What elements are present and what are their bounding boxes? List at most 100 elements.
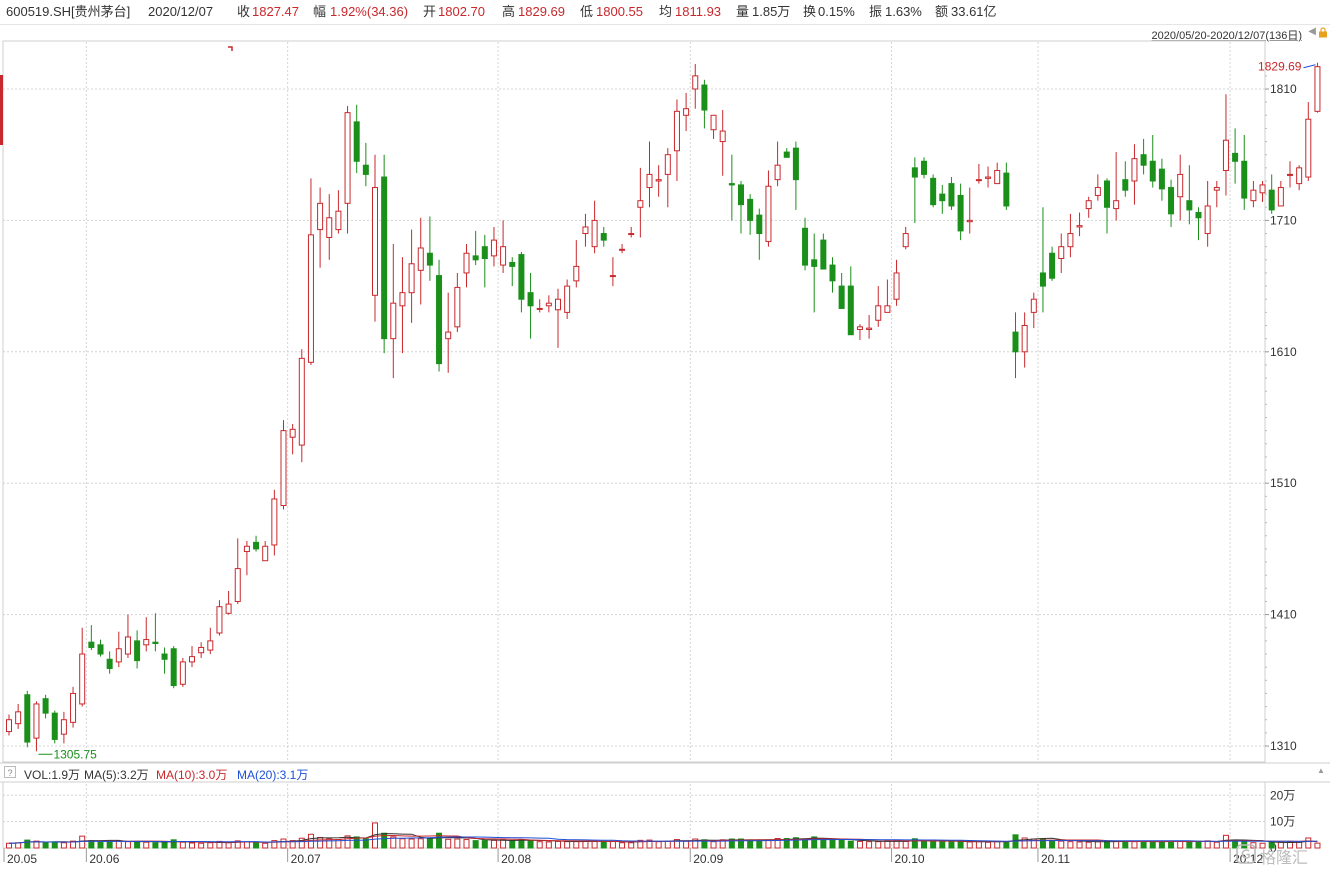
candle-body [838, 285, 845, 309]
volume-bar [60, 842, 67, 849]
stock-code: 600519.SH[贵州茅台] [6, 4, 131, 19]
volume-bar [454, 838, 461, 849]
candle-body [262, 545, 269, 562]
volume-bar [463, 839, 470, 849]
candle [728, 154, 735, 221]
candle [738, 180, 744, 234]
x-tick-label: 20.10 [895, 852, 925, 866]
price-tick-label: 1710 [1270, 213, 1297, 227]
candle [1314, 62, 1321, 113]
candle-body [225, 603, 232, 614]
volume-bar [436, 832, 443, 849]
candle [326, 194, 333, 260]
candle-body [472, 255, 479, 261]
chevron-left-icon[interactable]: ◀ [1308, 26, 1316, 37]
candle [97, 639, 104, 657]
candle-body [417, 247, 424, 271]
x-tick-label: 20.05 [7, 852, 37, 866]
candle-body [646, 173, 653, 189]
candle [381, 154, 388, 354]
volume-bar [985, 841, 992, 849]
price-panel-frame [2, 40, 1266, 763]
candle-body [1085, 200, 1092, 210]
candle [1021, 312, 1028, 368]
candle [436, 259, 443, 372]
candle-body [161, 653, 168, 660]
candle [1186, 165, 1193, 225]
candle-body [747, 198, 754, 221]
candle [500, 220, 507, 273]
candle [161, 647, 168, 674]
candle [344, 106, 351, 234]
candle [893, 259, 900, 306]
candle [774, 141, 781, 187]
volume-bar [1049, 840, 1056, 849]
candle [51, 710, 58, 744]
help-icon[interactable]: ? [4, 766, 16, 778]
candle-body [97, 644, 104, 655]
candle [481, 234, 488, 288]
candle [399, 257, 406, 354]
candle [243, 541, 250, 576]
candle-body [710, 114, 717, 131]
candle-body [60, 719, 67, 735]
candle [143, 617, 150, 652]
volume-bar [957, 840, 964, 849]
candle-body [79, 653, 86, 705]
candle [628, 226, 635, 238]
candle-body [1195, 212, 1202, 219]
vol-ma10: MA(10):3.0万 [156, 768, 228, 782]
date-range-text[interactable]: 2020/05/20-2020/12/07(136日) [1151, 30, 1302, 42]
volume-bar [545, 841, 552, 849]
volume-bar [609, 840, 616, 849]
volume-bar [1140, 840, 1147, 849]
volume-bar [490, 839, 497, 849]
volume-bar [783, 838, 790, 849]
vol-value: VOL:1.9万 [24, 768, 81, 782]
volume-bar [317, 836, 324, 849]
candle [335, 190, 342, 234]
candle [1012, 312, 1019, 379]
candle [884, 279, 891, 313]
candle-body [930, 177, 937, 206]
candle [856, 324, 863, 340]
candle [390, 244, 397, 379]
candle [353, 104, 360, 174]
candle-body [994, 169, 1001, 185]
x-tick-label: 20.08 [501, 852, 531, 866]
candle [198, 642, 205, 658]
brand-logo: 格隆汇 [1236, 843, 1322, 867]
candle [6, 714, 12, 736]
volume-bar [966, 841, 973, 849]
candle [106, 651, 113, 674]
candle-body [783, 151, 790, 158]
candle [792, 141, 799, 210]
candle [1250, 180, 1257, 208]
candle [948, 177, 955, 210]
candle [1241, 134, 1248, 210]
candle [582, 213, 589, 247]
volume-bar [198, 842, 205, 849]
turnover-value: 0.15% [818, 4, 855, 19]
volume-bar [408, 838, 415, 849]
candle [875, 286, 882, 327]
candle-body [921, 160, 927, 175]
candle [1149, 134, 1156, 188]
volume-bar [97, 841, 104, 849]
candle [765, 170, 772, 247]
x-tick-label: 20.11 [1041, 852, 1070, 866]
volume-bar [344, 835, 351, 849]
volume-bar [948, 841, 955, 849]
volume-bar [289, 840, 296, 849]
candle [1287, 161, 1293, 188]
volume-bar [1305, 837, 1312, 849]
candle [408, 229, 415, 323]
lock-icon[interactable] [1318, 27, 1328, 38]
candle-body [1012, 331, 1019, 353]
candle [783, 148, 790, 158]
collapse-up-icon[interactable]: ▲ [1317, 766, 1325, 775]
candle-body [42, 698, 49, 714]
candle-body [24, 694, 31, 743]
volume-bar [115, 840, 122, 849]
